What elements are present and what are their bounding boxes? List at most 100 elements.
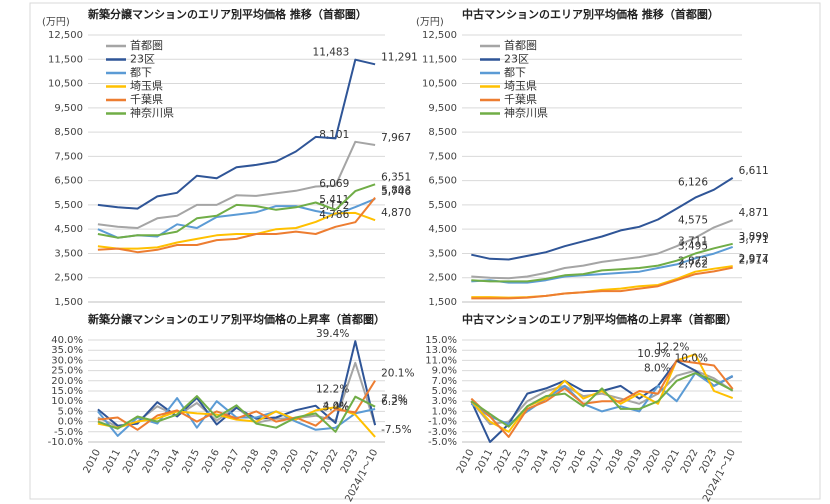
series-line bbox=[97, 395, 376, 433]
data-label: 7.3% bbox=[381, 394, 408, 406]
y-tick-label: 11,500 bbox=[48, 54, 83, 65]
series-line bbox=[470, 359, 734, 438]
data-label: 11,483 bbox=[313, 47, 350, 59]
series-line bbox=[471, 219, 734, 280]
y-tick-label: -5.0% bbox=[54, 427, 83, 438]
y-tick-label: 12,500 bbox=[48, 30, 83, 41]
legend-label: 都下 bbox=[130, 66, 152, 79]
legend-label: 千葉県 bbox=[504, 92, 537, 106]
legend-label: 神奈川県 bbox=[130, 106, 174, 120]
data-label: 4,870 bbox=[381, 207, 411, 219]
y-tick-label: 8,500 bbox=[54, 127, 83, 138]
y-tick-label: 8,500 bbox=[428, 127, 457, 138]
y-tick-label: 3,500 bbox=[54, 248, 83, 259]
series-line bbox=[470, 372, 734, 428]
legend-label: 首都圏 bbox=[504, 38, 537, 52]
y-tick-label: 7,500 bbox=[428, 151, 457, 162]
series-line bbox=[471, 242, 733, 283]
data-label: 4,871 bbox=[739, 207, 769, 219]
y-tick-label: 6,500 bbox=[428, 176, 457, 187]
y-tick-label: 9,500 bbox=[54, 103, 83, 114]
y-axis-label: (万円) bbox=[42, 17, 70, 28]
legend-label: 埼玉県 bbox=[130, 79, 163, 93]
y-tick-label: 4,500 bbox=[428, 224, 457, 235]
series-line bbox=[471, 177, 734, 261]
y-tick-label: 5.0% bbox=[58, 406, 83, 417]
y-tick-label: 15.0% bbox=[425, 335, 457, 346]
data-label: 11,291 bbox=[381, 51, 418, 63]
y-tick-label: 1,500 bbox=[54, 297, 83, 308]
legend-label: 千葉県 bbox=[130, 92, 163, 106]
data-label: 5,803 bbox=[381, 185, 411, 197]
y-tick-label: 10.0% bbox=[51, 396, 83, 407]
y-tick-label: 2,500 bbox=[428, 273, 457, 284]
chart-title: 中古マンションのエリア別平均価格の上昇率（首都圏） bbox=[462, 312, 737, 326]
y-tick-label: 40.0% bbox=[51, 335, 83, 346]
y-tick-label: 10,500 bbox=[48, 79, 83, 90]
legend-label: 都下 bbox=[504, 66, 526, 79]
y-tick-label: 25.0% bbox=[51, 366, 83, 377]
y-tick-label: 1.0% bbox=[432, 406, 457, 417]
legend-label: 首都圏 bbox=[130, 38, 163, 52]
series-line bbox=[97, 58, 376, 210]
y-tick-label: 9,500 bbox=[428, 103, 457, 114]
data-label: 4,786 bbox=[319, 209, 349, 221]
data-label: 20.1% bbox=[381, 368, 414, 380]
y-tick-label: 0.0% bbox=[58, 417, 83, 428]
y-tick-label: 12,500 bbox=[422, 30, 457, 41]
series-line bbox=[470, 353, 734, 433]
data-label: 10.9% bbox=[637, 348, 670, 360]
series-line bbox=[97, 340, 377, 427]
y-tick-label: 11.0% bbox=[425, 355, 457, 366]
y-tick-label: 1,500 bbox=[428, 297, 457, 308]
data-label: 6,069 bbox=[319, 178, 349, 190]
y-tick-label: 5,500 bbox=[428, 200, 457, 211]
data-label: 3,495 bbox=[678, 241, 708, 253]
y-tick-label: 3,500 bbox=[428, 248, 457, 259]
legend-label: 埼玉県 bbox=[504, 79, 537, 93]
data-label: 2,762 bbox=[678, 258, 708, 270]
legend-label: 23区 bbox=[130, 53, 155, 66]
data-label: 7,967 bbox=[381, 132, 411, 144]
data-label: 12.2% bbox=[656, 341, 689, 353]
data-label: 10.0% bbox=[675, 353, 708, 365]
chart-title: 新築分譲マンションのエリア別平均価格 推移（首都圏） bbox=[88, 7, 367, 21]
y-tick-label: -10.0% bbox=[48, 437, 83, 448]
y-tick-label: 5,500 bbox=[54, 200, 83, 211]
data-label: 6.2% bbox=[381, 396, 408, 408]
y-tick-label: 20.0% bbox=[51, 376, 83, 387]
data-label: 3,771 bbox=[739, 234, 769, 246]
series-line bbox=[97, 140, 376, 229]
chart-title: 中古マンションのエリア別平均価格 推移（首都圏） bbox=[462, 7, 719, 21]
series-line bbox=[97, 406, 376, 438]
chart-title: 新築分譲マンションのエリア別平均価格の上昇率（首都圏） bbox=[88, 312, 385, 326]
y-tick-label: -1.0% bbox=[428, 417, 457, 428]
data-label: 6,611 bbox=[739, 165, 769, 177]
y-tick-label: 10,500 bbox=[422, 79, 457, 90]
data-label: -7.5% bbox=[381, 424, 411, 436]
data-label: 2,872 bbox=[678, 256, 708, 268]
legend-label: 神奈川県 bbox=[504, 106, 548, 120]
y-tick-label: 3.0% bbox=[432, 396, 457, 407]
y-tick-label: 13.0% bbox=[425, 345, 457, 356]
y-tick-label: 35.0% bbox=[51, 345, 83, 356]
y-tick-label: 15.0% bbox=[51, 386, 83, 397]
y-tick-label: 2,500 bbox=[54, 273, 83, 284]
y-tick-label: 7,500 bbox=[54, 151, 83, 162]
y-tick-label: 30.0% bbox=[51, 355, 83, 366]
data-label: 4,575 bbox=[678, 214, 708, 226]
y-tick-label: 4,500 bbox=[54, 224, 83, 235]
series-line bbox=[97, 196, 376, 254]
y-tick-label: 9.0% bbox=[432, 366, 457, 377]
data-label: 12.2% bbox=[316, 384, 349, 396]
data-label: 3,899 bbox=[739, 231, 769, 243]
data-label: 6,351 bbox=[381, 171, 411, 183]
series-line bbox=[97, 380, 376, 431]
series-line bbox=[97, 183, 376, 239]
data-label: 6,126 bbox=[678, 177, 708, 189]
y-tick-label: 7.0% bbox=[432, 376, 457, 387]
series-line bbox=[97, 211, 376, 250]
series-line bbox=[471, 245, 734, 284]
data-label: 8.0% bbox=[644, 363, 671, 375]
data-label: 5,746 bbox=[381, 186, 411, 198]
